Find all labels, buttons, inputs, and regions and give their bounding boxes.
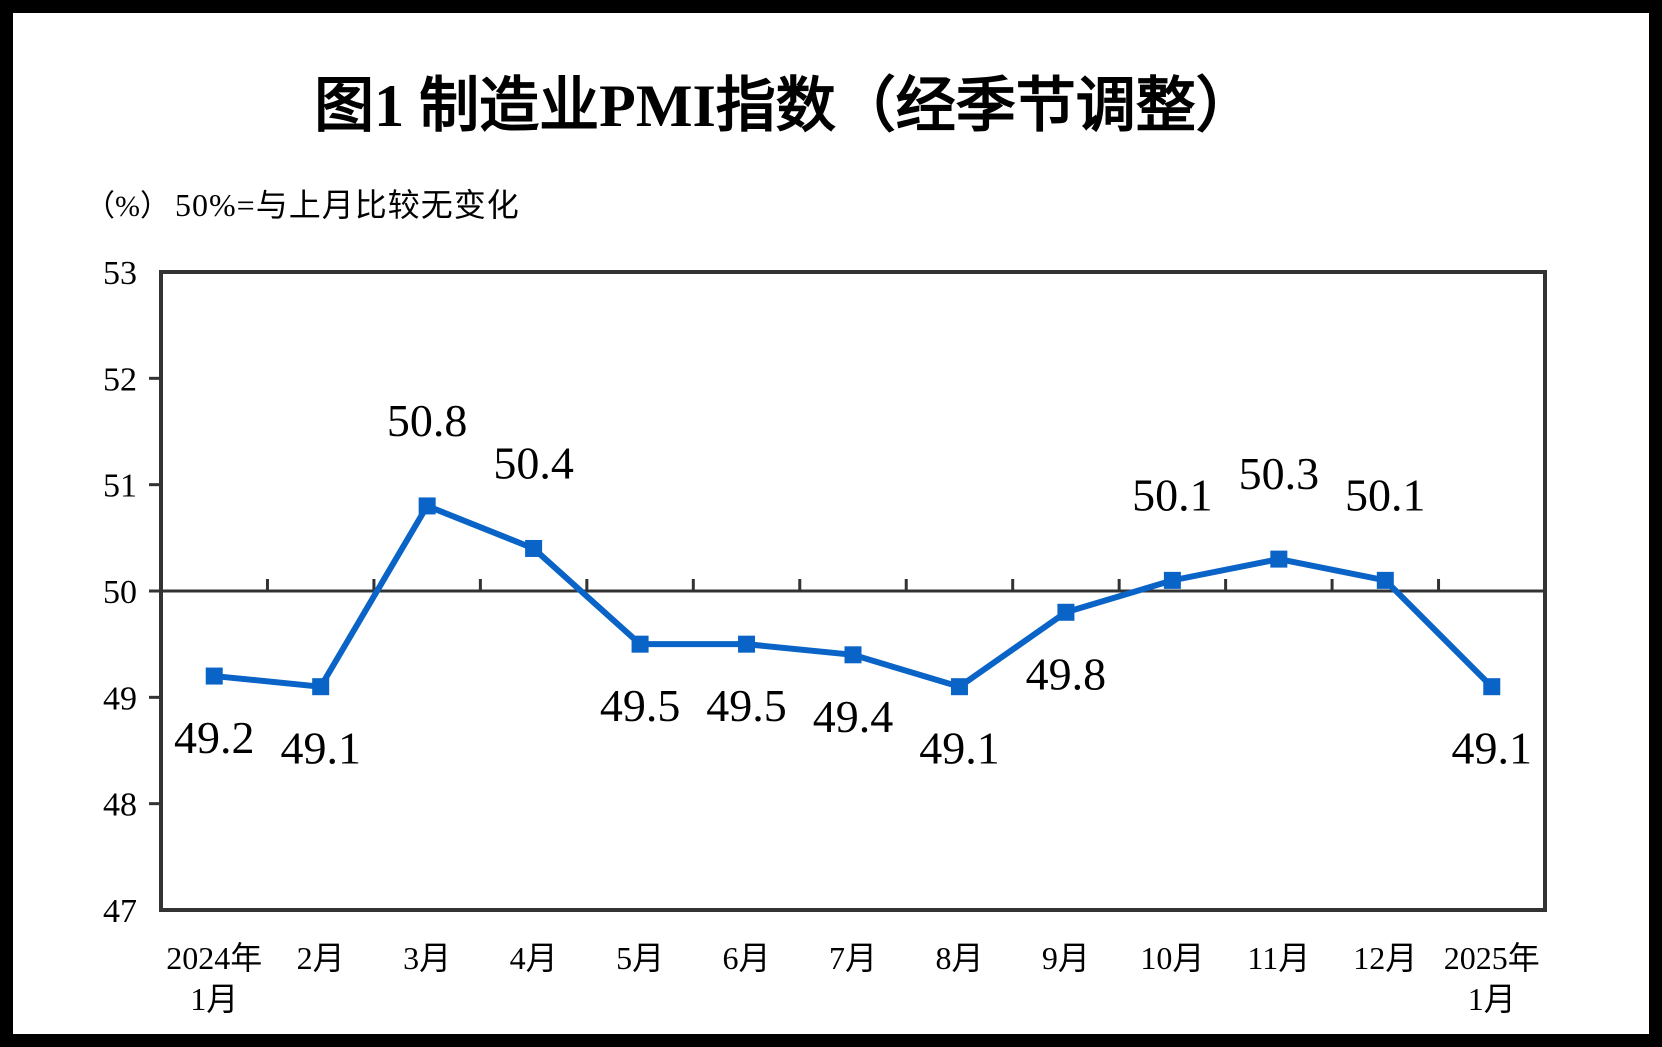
data-point-marker — [844, 646, 862, 664]
y-axis-label: 51 — [103, 468, 137, 505]
data-point-marker — [312, 678, 330, 696]
data-point-marker — [738, 635, 756, 653]
data-point-marker — [950, 678, 968, 696]
x-axis-label: 9月 — [1042, 940, 1090, 976]
y-axis-label: 47 — [103, 893, 137, 930]
data-point-label: 50.3 — [1239, 448, 1320, 499]
data-point-label: 49.1 — [919, 723, 1000, 774]
data-point-label: 49.4 — [813, 691, 894, 742]
x-axis-label: 3月 — [403, 940, 451, 976]
data-point-marker — [525, 539, 543, 557]
data-point-marker — [631, 635, 649, 653]
data-point-label: 50.4 — [493, 437, 574, 488]
plot-area: 53 52 51 50 49 48 47 49.2 49.1 50.8 50.4 49.5 49.5 49… — [103, 255, 1547, 1017]
data-point-label: 49.5 — [600, 680, 681, 731]
x-axis-label: 7月 — [829, 940, 877, 976]
data-point-marker — [205, 667, 223, 685]
reference-note: 50%=与上月比较无变化 — [175, 187, 520, 223]
y-axis-label: 52 — [103, 361, 137, 398]
x-axis-label: 5月 — [616, 940, 664, 976]
data-point-marker — [1057, 603, 1075, 621]
x-axis-label-line2: 1月 — [190, 981, 238, 1017]
y-axis-unit-label: （%） — [85, 190, 170, 223]
data-point-label: 50.1 — [1345, 469, 1426, 520]
x-axis-label: 6月 — [723, 940, 771, 976]
x-axis-label: 8月 — [935, 940, 983, 976]
x-axis-label: 2024年 — [166, 940, 262, 976]
data-point-label: 49.2 — [174, 712, 255, 763]
x-axis-label: 2025年 — [1444, 940, 1540, 976]
y-axis-label: 48 — [103, 787, 137, 824]
x-axis-label: 4月 — [510, 940, 558, 976]
data-point-marker — [418, 497, 436, 515]
data-point-marker — [1270, 550, 1288, 568]
x-axis-label: 11月 — [1247, 940, 1310, 976]
x-axis-label: 12月 — [1353, 940, 1417, 976]
y-axis-label: 53 — [103, 255, 137, 292]
x-axis-label: 2月 — [297, 940, 345, 976]
data-point-marker — [1483, 678, 1501, 696]
x-axis-label-line2: 1月 — [1468, 981, 1516, 1017]
data-point-label: 50.8 — [387, 395, 468, 446]
y-axis-label: 49 — [103, 680, 137, 717]
data-point-label: 49.5 — [706, 680, 787, 731]
data-point-label: 49.1 — [1452, 723, 1533, 774]
data-point-marker — [1376, 571, 1394, 589]
data-point-label: 49.8 — [1026, 648, 1107, 699]
y-axis-label: 50 — [103, 574, 137, 611]
chart-title: 图1 制造业PMI指数（经季节调整） — [314, 72, 1256, 139]
data-point-marker — [1163, 571, 1181, 589]
x-axis-label: 10月 — [1140, 940, 1204, 976]
data-point-label: 50.1 — [1132, 469, 1213, 520]
data-point-label: 49.1 — [280, 723, 361, 774]
